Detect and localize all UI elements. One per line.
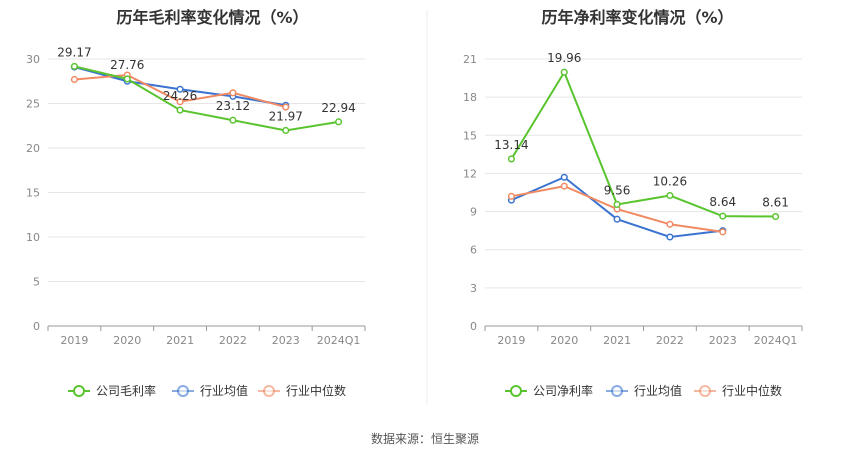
data-point-industry_avg [560, 173, 568, 181]
legend-swatch-marker [73, 385, 85, 397]
data-point-company [335, 118, 343, 126]
x-tick-label: 2020 [550, 334, 578, 347]
data-point-industry_median [560, 182, 568, 190]
data-point-company [666, 192, 674, 200]
data-label: 13.14 [494, 138, 528, 152]
legend-label: 公司净利率 [533, 383, 593, 398]
legend-label: 行业均值 [200, 383, 248, 398]
data-point-industry_avg [613, 215, 621, 223]
right-chart-title: 历年净利率变化情况（%） [541, 8, 734, 27]
y-tick-label: 15 [463, 129, 477, 142]
legend-swatch-marker [177, 385, 189, 397]
data-label: 27.76 [110, 58, 144, 72]
x-tick-label: 2022 [219, 334, 247, 347]
x-tick-label: 2021 [603, 334, 631, 347]
legend-swatch-marker [699, 385, 711, 397]
data-point-company [560, 68, 568, 76]
data-point-company [772, 212, 780, 221]
y-tick-label: 30 [26, 53, 40, 66]
legend-swatch-marker [263, 385, 275, 397]
data-point-industry_median [70, 75, 78, 84]
legend-label: 行业均值 [634, 383, 682, 398]
left-chart-title: 历年毛利率变化情况（%） [116, 8, 309, 27]
data-point-industry_median [507, 192, 515, 200]
x-tick-label: 2024Q1 [317, 334, 361, 347]
data-label: 21.97 [269, 109, 303, 123]
legend-swatch-marker [510, 385, 522, 397]
data-label: 22.94 [321, 101, 355, 115]
data-point-industry_median [176, 98, 184, 106]
y-tick-label: 21 [463, 53, 477, 66]
y-tick-label: 25 [26, 98, 40, 111]
y-tick-label: 10 [26, 231, 40, 244]
y-tick-label: 0 [470, 320, 477, 333]
y-tick-label: 6 [470, 244, 477, 257]
data-point-company [70, 62, 78, 70]
x-tick-label: 2019 [60, 334, 88, 347]
legend-label: 行业中位数 [722, 383, 782, 398]
data-point-industry_median [282, 103, 290, 111]
y-tick-label: 18 [463, 91, 477, 104]
legend-label: 行业中位数 [286, 383, 346, 398]
series-line-company [74, 65, 339, 132]
data-point-company [613, 200, 621, 209]
y-tick-label: 0 [33, 320, 40, 333]
data-point-industry_median [719, 228, 727, 236]
x-tick-label: 2024Q1 [754, 334, 798, 347]
y-tick-label: 9 [470, 206, 477, 219]
data-point-company [282, 126, 290, 135]
data-label: 23.12 [216, 99, 250, 113]
legend-label: 公司毛利率 [96, 383, 156, 398]
data-point-industry_avg [176, 85, 184, 93]
data-label: 29.17 [57, 45, 91, 59]
data-label: 19.96 [547, 51, 581, 65]
y-tick-label: 15 [26, 187, 40, 200]
data-point-industry_median [229, 89, 237, 97]
data-label: 24.26 [163, 89, 197, 103]
series-line-company [510, 69, 776, 218]
data-label: 8.61 [762, 196, 789, 210]
y-tick-label: 3 [470, 282, 477, 295]
y-tick-label: 20 [26, 142, 40, 155]
y-tick-label: 5 [33, 276, 40, 289]
data-point-company [507, 155, 515, 163]
data-point-industry_avg [666, 233, 674, 241]
data-point-company [229, 116, 237, 124]
data-label: 9.56 [604, 183, 631, 197]
y-tick-label: 12 [463, 167, 477, 180]
data-point-company [719, 212, 727, 220]
data-label: 10.26 [653, 175, 687, 189]
x-tick-label: 2019 [497, 334, 525, 347]
x-tick-label: 2023 [272, 334, 300, 347]
data-source-note: 数据来源：恒生聚源 [370, 432, 479, 446]
x-tick-label: 2022 [656, 334, 684, 347]
x-tick-label: 2023 [709, 334, 737, 347]
x-tick-label: 2021 [166, 334, 194, 347]
data-point-company [123, 75, 131, 83]
data-point-industry_median [666, 220, 674, 228]
data-label: 8.64 [709, 195, 736, 209]
x-tick-label: 2020 [113, 334, 141, 347]
legend-swatch-marker [611, 385, 623, 397]
data-point-company [176, 106, 184, 114]
